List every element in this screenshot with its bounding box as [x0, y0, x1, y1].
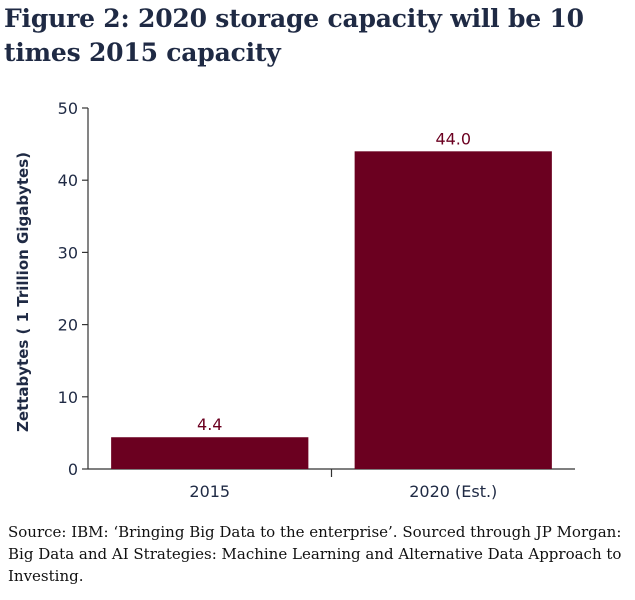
source-note: Source: IBM: ‘Bringing Big Data to the e…: [8, 523, 622, 585]
y-tick-label: 30: [58, 243, 78, 262]
data-label: 44.0: [435, 129, 471, 148]
y-tick-label: 10: [58, 388, 78, 407]
bar-second: [354, 151, 552, 469]
bars: [111, 151, 552, 469]
figure-title: Figure 2: 2020 storage capacity will be …: [4, 4, 584, 67]
data-labels: 4.4 44.0: [197, 129, 471, 434]
y-tick-label: 0: [68, 460, 78, 479]
y-tick-label: 40: [58, 171, 78, 190]
y-tick-label: 20: [58, 316, 78, 335]
x-tick-label: 2015: [189, 482, 230, 501]
bar-first: [111, 437, 309, 469]
data-label: 4.4: [197, 415, 222, 434]
y-axis-title-group: Zettabytes ( 1 Trillion Gigabytes): [14, 152, 32, 432]
axes: 0 10 20 30 40 50 2015 2020 (Est.): [58, 99, 575, 501]
y-axis-title: Zettabytes ( 1 Trillion Gigabytes): [14, 152, 32, 432]
y-tick-label: 50: [58, 99, 78, 118]
x-tick-label: 2020 (Est.): [409, 482, 497, 501]
